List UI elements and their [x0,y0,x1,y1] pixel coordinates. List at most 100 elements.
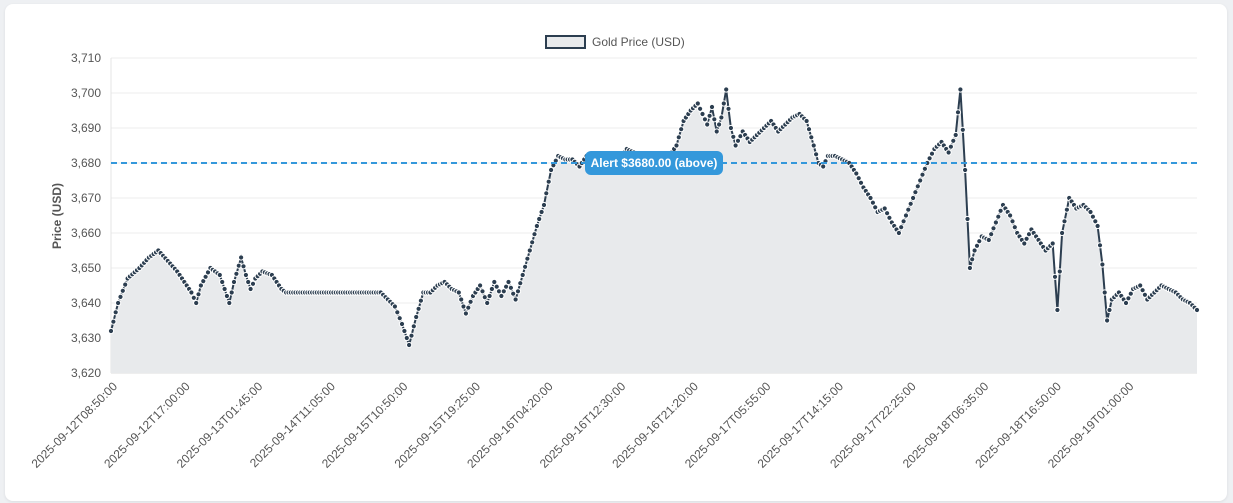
price-point[interactable] [971,247,978,254]
price-point[interactable] [543,190,550,197]
price-point[interactable] [1106,306,1113,314]
price-point[interactable] [952,131,959,139]
price-point[interactable] [732,142,739,149]
price-point[interactable] [697,105,704,112]
price-point[interactable] [921,165,929,172]
price-point[interactable] [910,194,917,202]
price-point[interactable] [536,215,543,223]
price-point[interactable] [533,222,541,230]
price-point[interactable] [415,305,422,312]
price-point[interactable] [808,134,815,141]
price-point[interactable] [694,100,701,107]
price-point[interactable] [701,116,709,123]
price-point[interactable] [484,299,491,307]
price-point[interactable] [408,332,415,339]
price-point[interactable] [195,291,202,298]
price-point[interactable] [110,318,117,325]
price-point[interactable] [902,212,910,219]
price-point[interactable] [519,271,526,279]
price-point[interactable] [510,290,517,297]
price-point[interactable] [467,298,474,305]
price-point[interactable] [396,315,403,322]
price-point[interactable] [498,292,505,300]
price-point[interactable] [900,218,907,225]
price-point[interactable] [992,219,1000,226]
price-point[interactable] [734,137,742,144]
price-point[interactable] [954,109,962,116]
price-point[interactable] [417,297,424,304]
price-point[interactable] [1141,291,1149,298]
price-point[interactable] [219,278,226,286]
price-point[interactable] [221,285,228,293]
price-point[interactable] [486,292,493,300]
price-point[interactable] [488,285,495,293]
price-point[interactable] [699,110,706,118]
price-point[interactable] [230,278,238,286]
price-point[interactable] [1099,261,1106,268]
price-point[interactable] [479,288,486,295]
price-point[interactable] [491,278,498,286]
price-point[interactable] [704,121,711,128]
price-point[interactable] [1063,206,1071,213]
price-point[interactable] [1089,213,1097,220]
price-point[interactable] [1125,295,1132,302]
price-point[interactable] [881,205,888,212]
price-point[interactable] [242,271,249,279]
price-point[interactable] [1061,218,1068,225]
price-point[interactable] [966,264,974,272]
price-point[interactable] [813,151,820,158]
price-point[interactable] [820,163,827,170]
price-point[interactable] [391,303,398,310]
price-point[interactable] [1096,242,1104,249]
price-point[interactable] [964,215,971,223]
price-point[interactable] [247,285,254,293]
price-point[interactable] [240,263,247,270]
price-point[interactable] [1101,289,1108,296]
price-point[interactable] [985,236,992,244]
price-point[interactable] [223,292,230,300]
price-point[interactable] [112,309,119,316]
price-point[interactable] [1023,235,1030,242]
price-point[interactable] [122,281,129,288]
price-point[interactable] [976,238,983,245]
price-point[interactable] [926,155,933,162]
price-point[interactable] [413,313,420,321]
price-point[interactable] [928,150,936,157]
price-point[interactable] [723,86,730,93]
price-point[interactable] [914,183,921,190]
price-point[interactable] [1059,229,1066,237]
price-point[interactable] [119,287,126,294]
price-point[interactable] [711,116,718,123]
price-point[interactable] [548,166,555,174]
price-point[interactable] [675,134,682,141]
price-point[interactable] [190,294,197,301]
price-point[interactable] [1193,306,1201,314]
price-point[interactable] [477,282,484,289]
price-point[interactable] [526,247,533,254]
price-point[interactable] [458,296,465,303]
price-point[interactable] [727,124,735,132]
price-point[interactable] [1007,212,1014,219]
price-point[interactable] [524,255,531,262]
price-point[interactable] [188,289,195,296]
price-point[interactable] [401,327,408,335]
price-point[interactable] [945,149,952,156]
price-point[interactable] [718,114,725,121]
price-point[interactable] [810,142,817,149]
price-point[interactable] [115,299,122,307]
price-point[interactable] [531,231,538,238]
price-point[interactable] [406,341,413,349]
price-point[interactable] [233,270,240,277]
price-point[interactable] [522,263,529,270]
price-point[interactable] [706,112,713,119]
price-point[interactable] [673,142,680,149]
price-point[interactable] [1054,306,1061,314]
price-point[interactable] [950,137,957,144]
price-point[interactable] [895,229,903,237]
price-point[interactable] [730,133,737,140]
price-point[interactable] [867,194,874,202]
price-point[interactable] [107,327,115,335]
price-point[interactable] [947,143,955,150]
price-point[interactable] [853,170,860,177]
price-point[interactable] [805,126,813,133]
